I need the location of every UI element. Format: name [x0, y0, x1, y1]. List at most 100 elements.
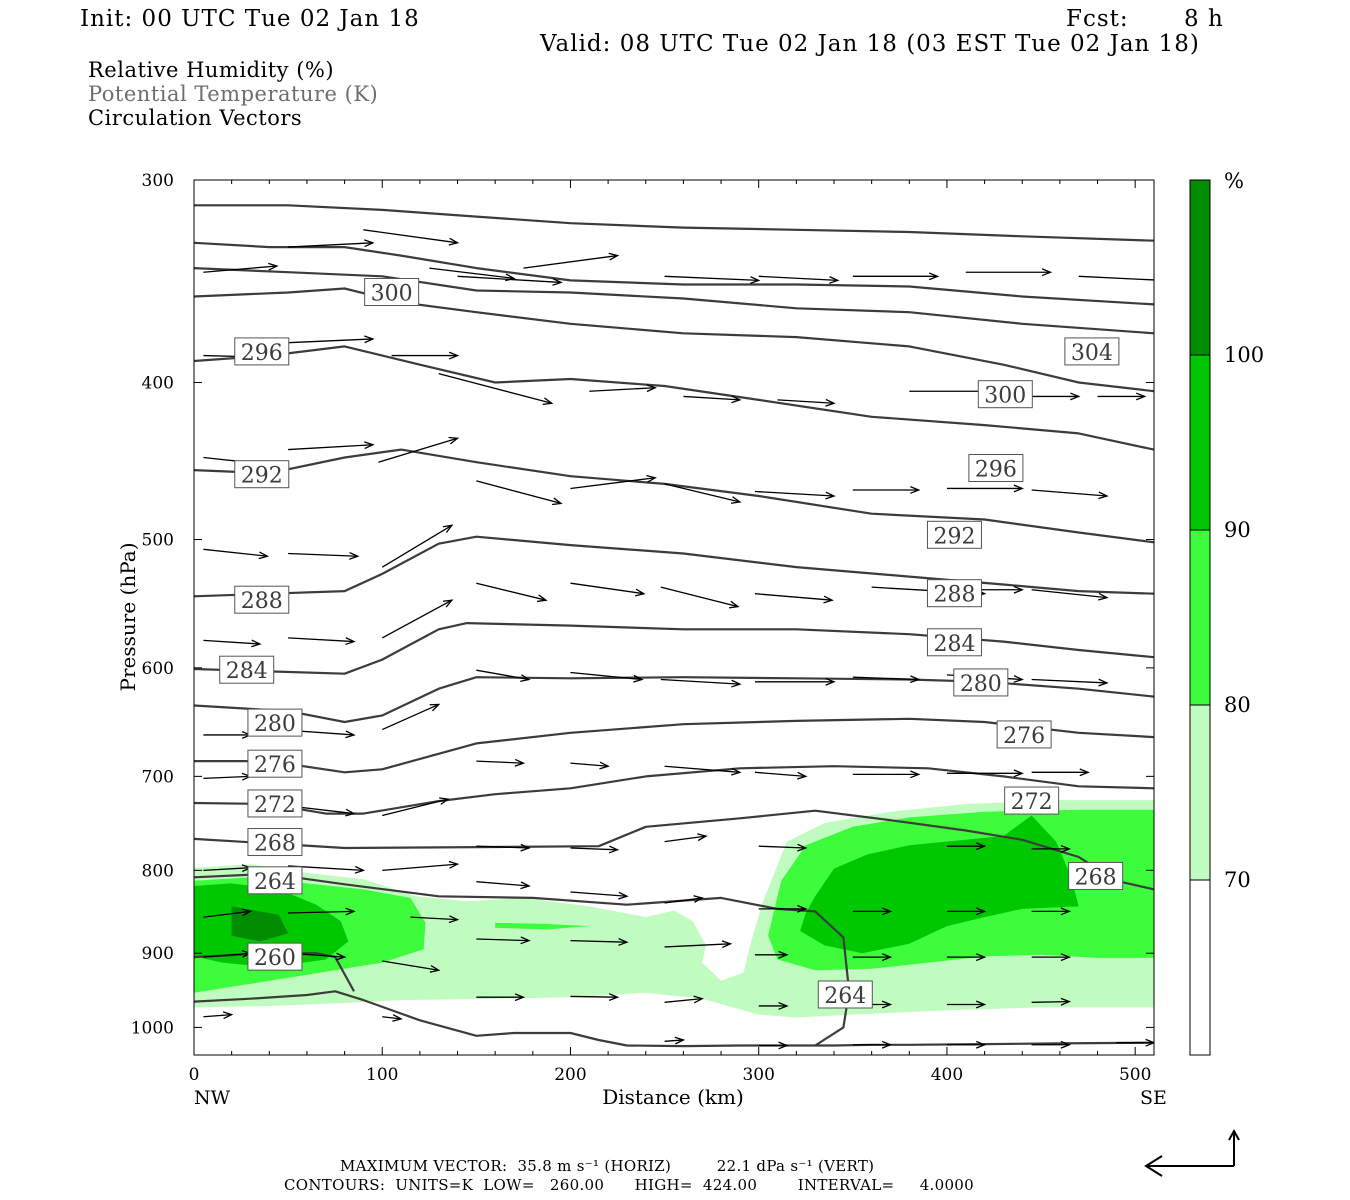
x-tick-label: 500 — [1119, 1065, 1151, 1085]
circulation-vector — [754, 950, 789, 959]
isentrope-272 — [194, 765, 1154, 815]
contour-label: 264 — [817, 980, 873, 1009]
circulation-vector — [476, 993, 526, 1002]
svg-text:284: 284 — [226, 659, 268, 684]
circulation-vector — [476, 669, 531, 682]
circulation-vector — [378, 436, 460, 463]
svg-text:292: 292 — [241, 464, 283, 489]
circulation-vector — [758, 904, 808, 913]
isentrope-288 — [194, 535, 1154, 598]
contour-info: CONTOURS: UNITS=K LOW= 260.00 HIGH= 424.… — [284, 1176, 974, 1194]
circulation-vector — [382, 860, 460, 871]
y-tick-label: 300 — [142, 171, 174, 191]
colorbar-unit: % — [1224, 169, 1244, 193]
isentrope-268 — [194, 809, 1154, 891]
svg-text:304: 304 — [1071, 341, 1113, 366]
circulation-vector — [1031, 844, 1072, 853]
circulation-vector — [946, 769, 1024, 778]
circulation-vector — [1031, 1040, 1072, 1049]
circulation-vector — [288, 637, 356, 646]
circulation-vector — [476, 758, 526, 767]
circulation-vector — [429, 267, 516, 282]
circulation-vector — [852, 953, 893, 962]
reference-vector-icon — [1144, 1128, 1240, 1177]
colorbar-label: 80 — [1224, 693, 1251, 717]
svg-text:300: 300 — [371, 282, 413, 307]
svg-text:292: 292 — [933, 524, 975, 549]
colorbar-frame — [1189, 179, 1211, 1056]
circulation-vector — [570, 891, 629, 900]
circulation-vector — [410, 915, 460, 924]
circulation-vector — [664, 940, 733, 949]
circulation-vector — [1031, 997, 1072, 1006]
y-tick-label: 600 — [142, 659, 174, 679]
svg-text:260: 260 — [254, 946, 296, 971]
endpoint-nw: NW — [194, 1087, 231, 1109]
circulation-vector — [382, 797, 450, 817]
isentrope-260 — [194, 952, 355, 992]
legend-potential-temperature: Potential Temperature (K) — [88, 82, 379, 106]
circulation-vector — [203, 262, 279, 273]
colorbar-label: 100 — [1224, 343, 1264, 367]
circulation-vector — [438, 372, 554, 406]
contour-label: 280 — [953, 668, 1009, 697]
contour-labels: 300 296 292 288 284 280 276 272 268 264 260 304 300 2… — [219, 278, 1124, 1009]
circulation-vector — [1097, 392, 1147, 401]
forecast-hours: 8 h — [1184, 6, 1224, 32]
circulation-vector — [758, 275, 840, 284]
rh-region-90 — [800, 815, 1079, 954]
svg-text:296: 296 — [241, 341, 283, 366]
svg-text:276: 276 — [1003, 724, 1045, 749]
circulation-vector — [946, 953, 987, 962]
circulation-vector — [946, 842, 987, 851]
circulation-vector — [288, 441, 375, 451]
circulation-vector — [570, 993, 620, 1002]
x-tick-label: 200 — [554, 1065, 586, 1085]
circulation-vector — [664, 833, 708, 843]
circulation-vector — [203, 1011, 234, 1020]
contour-label: 292 — [926, 520, 982, 549]
circulation-vector — [754, 677, 836, 686]
circulation-vector — [754, 490, 836, 500]
y-tick-label: 800 — [142, 861, 174, 881]
circulation-vector — [476, 881, 531, 890]
isentrope — [194, 990, 1154, 1048]
contour-label: 288 — [926, 579, 982, 608]
colorbar: 70 80 90 100% — [1189, 169, 1264, 1056]
circulation-vector — [1031, 768, 1090, 777]
colorbar-segment — [1190, 880, 1210, 1055]
rh-region-100 — [231, 906, 289, 942]
contour-label: 296 — [968, 454, 1024, 483]
circulation-vector — [203, 772, 253, 781]
legend-circulation-vectors: Circulation Vectors — [88, 106, 303, 130]
circulation-vector — [664, 765, 742, 776]
init-time: Init: 00 UTC Tue 02 Jan 18 — [80, 6, 420, 32]
circulation-vector — [363, 229, 460, 246]
circulation-vector — [664, 1036, 686, 1045]
contour-label: 292 — [234, 460, 290, 489]
circulation-vector — [1078, 275, 1154, 281]
isentrope — [194, 204, 1154, 242]
max-vector-note: MAXIMUM VECTOR: 35.8 m s⁻¹ (HORIZ) 22.1 … — [340, 1157, 875, 1175]
svg-text:264: 264 — [254, 870, 296, 895]
circulation-vector — [664, 275, 761, 284]
circulation-vector — [754, 593, 834, 604]
circulation-vector — [523, 252, 620, 269]
circulation-vector — [852, 272, 940, 281]
circulation-vector — [1031, 907, 1072, 916]
circulation-vector — [476, 582, 548, 603]
x-tick-label: 300 — [742, 1065, 774, 1085]
svg-text:296: 296 — [975, 458, 1017, 483]
circulation-vector — [852, 1040, 893, 1049]
circulation-vector — [852, 907, 893, 916]
contour-label: 300 — [977, 380, 1033, 409]
circulation-vector — [381, 524, 454, 568]
circulation-vector — [476, 480, 563, 506]
colorbar-segment — [1190, 355, 1210, 530]
circulation-vector — [758, 1002, 789, 1010]
humidity-shading — [194, 800, 1154, 1018]
circulation-vector — [758, 1041, 789, 1050]
legend-relative-humidity: Relative Humidity (%) — [88, 58, 335, 82]
circulation-vector — [476, 843, 531, 852]
circulation-vector — [683, 395, 742, 404]
